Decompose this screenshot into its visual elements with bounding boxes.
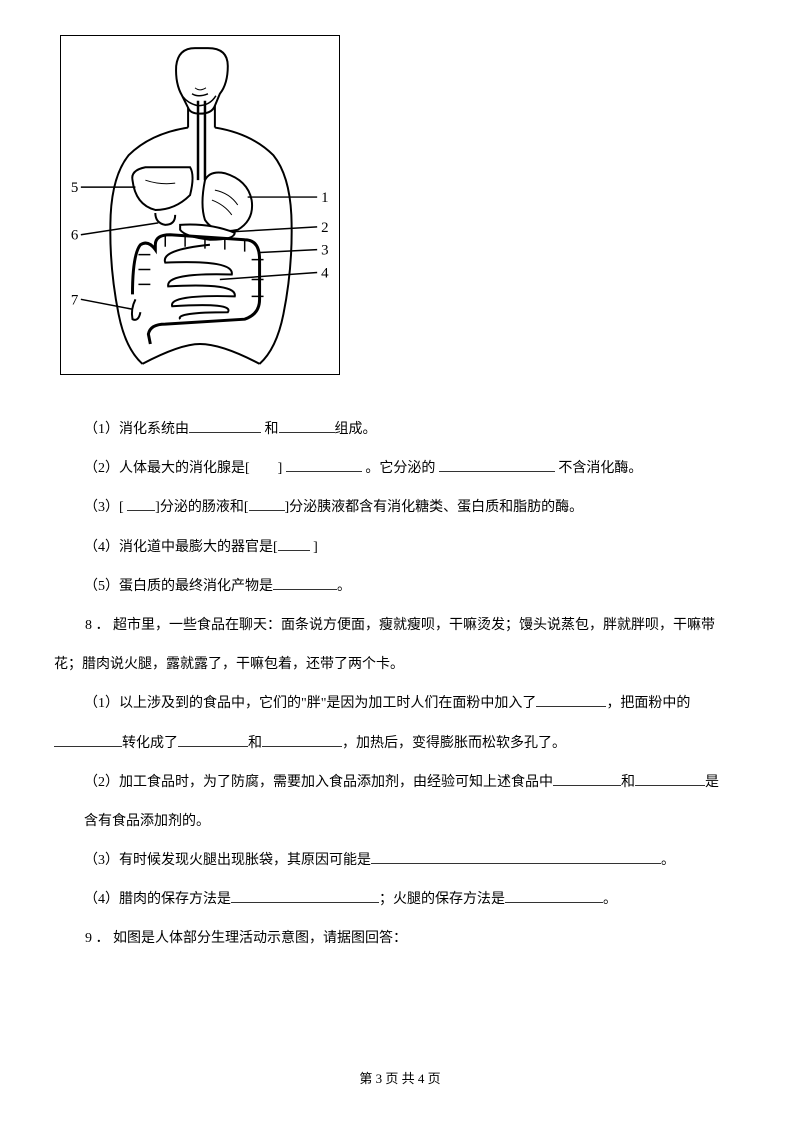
svg-text:3: 3 [321,243,328,259]
q73-prefix: （3）[ [84,500,127,515]
q82-mid: 和 [621,775,635,790]
q7-4: （4）消化道中最膨大的器官是[ ] [84,528,730,567]
blank [635,770,705,786]
blank [189,417,261,433]
q72-prefix: （2）人体最大的消化腺是[ ] [84,461,286,476]
q72-suffix: 不含消化酶。 [555,461,643,476]
svg-text:4: 4 [321,265,329,281]
svg-text:5: 5 [71,180,78,196]
blank [286,456,362,472]
q72-mid: 。它分泌的 [362,461,439,476]
q81-mid: ，把面粉中的 [606,696,690,711]
q8-3: （3）有时候发现火腿出现胀袋，其原因可能是 。 [84,841,730,880]
q73-mid1: ]分泌的肠液和[ [155,500,248,515]
q81b-suffix: ，加热后，变得膨胀而松软多孔了。 [342,736,566,751]
q7-2: （2）人体最大的消化腺是[ ] 。它分泌的 不含消化酶。 [84,449,730,488]
blank [54,731,122,747]
blank [505,887,603,903]
svg-text:2: 2 [321,220,328,236]
q84-mid: ；火腿的保存方法是 [379,892,505,907]
q75-prefix: （5）蛋白质的最终消化产物是 [84,579,273,594]
digestive-system-svg: 5 6 7 1 2 3 4 [61,36,339,374]
q8-2: （2）加工食品时，为了防腐，需要加入食品添加剂，由经验可知上述食品中和是含有食品… [84,763,730,841]
q74-prefix: （4）消化道中最膨大的器官是[ [84,540,278,555]
svg-text:1: 1 [321,190,328,206]
q9-text: 9 ． 如图是人体部分生理活动示意图，请据图回答： [85,931,407,946]
q81b-mid2: 和 [248,736,262,751]
q71-prefix: （1）消化系统由 [84,422,189,437]
blank [279,417,335,433]
blank [371,848,661,864]
q83-prefix: （3）有时候发现火腿出现胀袋，其原因可能是 [84,853,371,868]
q7-1: （1）消化系统由 和 组成。 [84,410,730,449]
q7-5: （5）蛋白质的最终消化产物是 。 [84,567,730,606]
anatomy-diagram: 5 6 7 1 2 3 4 [60,35,760,375]
q84-suffix: 。 [603,892,617,907]
q71-mid: 和 [261,422,279,437]
q7-3: （3）[ ]分泌的肠液和[ ]分泌胰液都含有消化糖类、蛋白质和脂肪的酶。 [84,488,730,527]
footer-text: 第 3 页 共 4 页 [359,1071,440,1086]
blank [278,535,310,551]
q9: 9 ． 如图是人体部分生理活动示意图，请据图回答： [54,919,730,958]
q82-prefix: （2）加工食品时，为了防腐，需要加入食品添加剂，由经验可知上述食品中 [84,775,553,790]
blank [439,456,555,472]
svg-text:7: 7 [71,292,79,308]
q8-text: 8 ． 超市里，一些食品在聊天：面条说方便面，瘦就瘦呗，干嘛烫发；馒头说蒸包，胖… [54,618,715,672]
blank [262,731,342,747]
q81b-mid1: 转化成了 [122,736,178,751]
q8-4: （4）腊肉的保存方法是 ；火腿的保存方法是 。 [84,880,730,919]
blank [178,731,248,747]
q73-mid2: ]分泌胰液都含有消化糖类、蛋白质和脂肪的酶。 [285,500,584,515]
q8-1: （1）以上涉及到的食品中，它们的"胖"是因为加工时人们在面粉中加入了 ，把面粉中的 [84,684,730,723]
blank [249,495,285,511]
blank [536,691,606,707]
q83-suffix: 。 [661,853,675,868]
page-footer: 第 3 页 共 4 页 [0,1068,800,1087]
q8: 8 ． 超市里，一些食品在聊天：面条说方便面，瘦就瘦呗，干嘛烫发；馒头说蒸包，胖… [54,606,730,684]
q75-suffix: 。 [337,579,351,594]
q84-prefix: （4）腊肉的保存方法是 [84,892,231,907]
blank [273,574,337,590]
blank [553,770,621,786]
q74-suffix: ] [310,540,318,555]
q81-prefix: （1）以上涉及到的食品中，它们的"胖"是因为加工时人们在面粉中加入了 [84,696,536,711]
blank [231,887,379,903]
blank [127,495,155,511]
q8-1b: 转化成了 和 ，加热后，变得膨胀而松软多孔了。 [54,724,730,763]
q71-suffix: 组成。 [335,422,377,437]
svg-text:6: 6 [71,228,78,244]
